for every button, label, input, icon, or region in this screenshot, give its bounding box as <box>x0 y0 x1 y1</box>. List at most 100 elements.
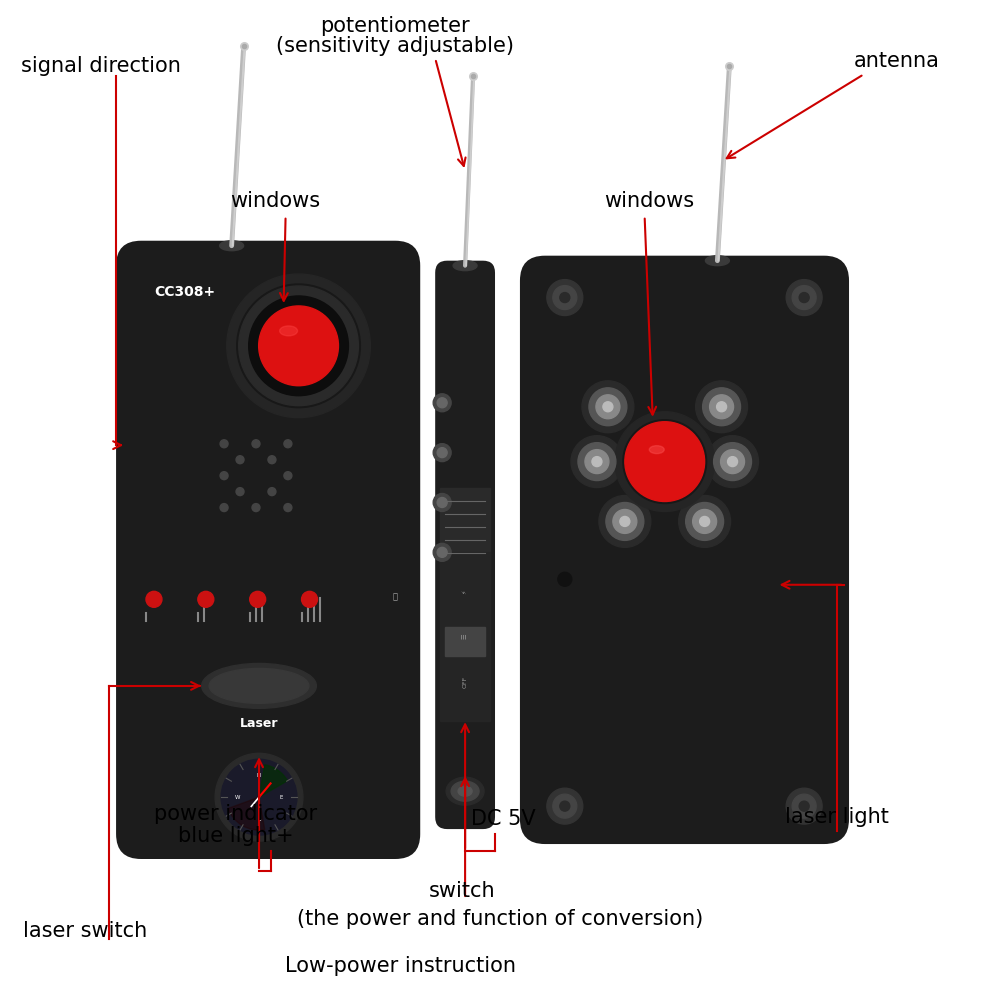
Circle shape <box>615 412 715 511</box>
Text: Laser: Laser <box>240 717 278 730</box>
Text: blue light+: blue light+ <box>178 826 294 846</box>
Bar <box>440 552 490 721</box>
FancyBboxPatch shape <box>116 241 420 859</box>
Circle shape <box>553 286 577 310</box>
Circle shape <box>239 286 358 406</box>
Ellipse shape <box>649 446 664 454</box>
Text: W: W <box>234 795 240 800</box>
Circle shape <box>547 788 583 824</box>
Text: windows: windows <box>231 191 321 211</box>
Circle shape <box>268 488 276 496</box>
Circle shape <box>721 450 745 474</box>
Text: ☰: ☰ <box>463 634 468 639</box>
Circle shape <box>613 509 637 533</box>
Text: DC 5V: DC 5V <box>471 809 535 829</box>
Circle shape <box>707 436 758 488</box>
Circle shape <box>437 498 447 507</box>
Circle shape <box>592 457 602 467</box>
Circle shape <box>703 388 741 426</box>
Circle shape <box>792 286 816 310</box>
Circle shape <box>215 753 303 841</box>
Circle shape <box>717 402 727 412</box>
Text: Low-power instruction: Low-power instruction <box>285 956 516 976</box>
Circle shape <box>252 504 260 512</box>
Circle shape <box>710 395 734 419</box>
Circle shape <box>558 572 572 586</box>
Text: S: S <box>257 817 261 822</box>
Circle shape <box>220 440 228 448</box>
Text: ⚡: ⚡ <box>463 589 468 594</box>
Circle shape <box>686 502 724 540</box>
Circle shape <box>259 306 338 386</box>
Text: (sensitivity adjustable): (sensitivity adjustable) <box>276 36 514 56</box>
Circle shape <box>582 381 634 433</box>
Ellipse shape <box>705 256 729 266</box>
Circle shape <box>603 402 613 412</box>
Text: laser switch: laser switch <box>23 921 148 941</box>
Text: potentiometer: potentiometer <box>320 16 470 36</box>
Circle shape <box>250 591 266 607</box>
Text: 🔒: 🔒 <box>393 593 398 602</box>
Wedge shape <box>228 797 265 830</box>
Text: signal direction: signal direction <box>21 56 181 76</box>
Wedge shape <box>259 765 288 797</box>
Circle shape <box>792 794 816 818</box>
Circle shape <box>220 472 228 480</box>
Circle shape <box>284 472 292 480</box>
Circle shape <box>433 444 451 462</box>
Circle shape <box>786 280 822 316</box>
Circle shape <box>146 591 162 607</box>
Circle shape <box>553 794 577 818</box>
Bar <box>445 627 485 656</box>
Circle shape <box>227 274 370 418</box>
Ellipse shape <box>451 781 479 801</box>
Circle shape <box>302 591 318 607</box>
Text: OFF: OFF <box>463 675 468 688</box>
Circle shape <box>220 504 228 512</box>
Text: power indicator: power indicator <box>154 804 317 824</box>
Circle shape <box>284 440 292 448</box>
Ellipse shape <box>280 326 298 336</box>
Text: CC308+: CC308+ <box>154 285 215 299</box>
Text: N: N <box>257 773 261 778</box>
Circle shape <box>236 488 244 496</box>
Circle shape <box>560 801 570 811</box>
Ellipse shape <box>458 786 472 796</box>
Circle shape <box>714 443 751 481</box>
Text: switch: switch <box>429 881 495 901</box>
FancyBboxPatch shape <box>435 261 495 829</box>
Circle shape <box>433 394 451 412</box>
Circle shape <box>623 420 707 503</box>
Circle shape <box>221 759 297 835</box>
Ellipse shape <box>209 668 309 703</box>
Text: (the power and function of conversion): (the power and function of conversion) <box>297 909 703 929</box>
Text: antenna: antenna <box>854 51 940 71</box>
Circle shape <box>433 543 451 561</box>
Bar <box>440 488 490 568</box>
Ellipse shape <box>220 241 244 251</box>
Circle shape <box>252 440 260 448</box>
Circle shape <box>799 801 809 811</box>
Text: E: E <box>279 795 283 800</box>
Circle shape <box>437 398 447 408</box>
Circle shape <box>571 436 623 488</box>
Circle shape <box>700 516 710 526</box>
Circle shape <box>198 591 214 607</box>
Circle shape <box>679 496 731 547</box>
Circle shape <box>437 547 447 557</box>
Text: windows: windows <box>605 191 695 211</box>
Circle shape <box>620 516 630 526</box>
Text: laser light: laser light <box>785 807 889 827</box>
Circle shape <box>696 381 748 433</box>
Circle shape <box>589 388 627 426</box>
Circle shape <box>268 456 276 464</box>
Circle shape <box>560 293 570 303</box>
Circle shape <box>433 494 451 511</box>
Ellipse shape <box>453 261 477 271</box>
Circle shape <box>236 456 244 464</box>
Circle shape <box>799 293 809 303</box>
Circle shape <box>437 448 447 458</box>
Circle shape <box>728 457 738 467</box>
Circle shape <box>693 509 717 533</box>
Circle shape <box>606 502 644 540</box>
